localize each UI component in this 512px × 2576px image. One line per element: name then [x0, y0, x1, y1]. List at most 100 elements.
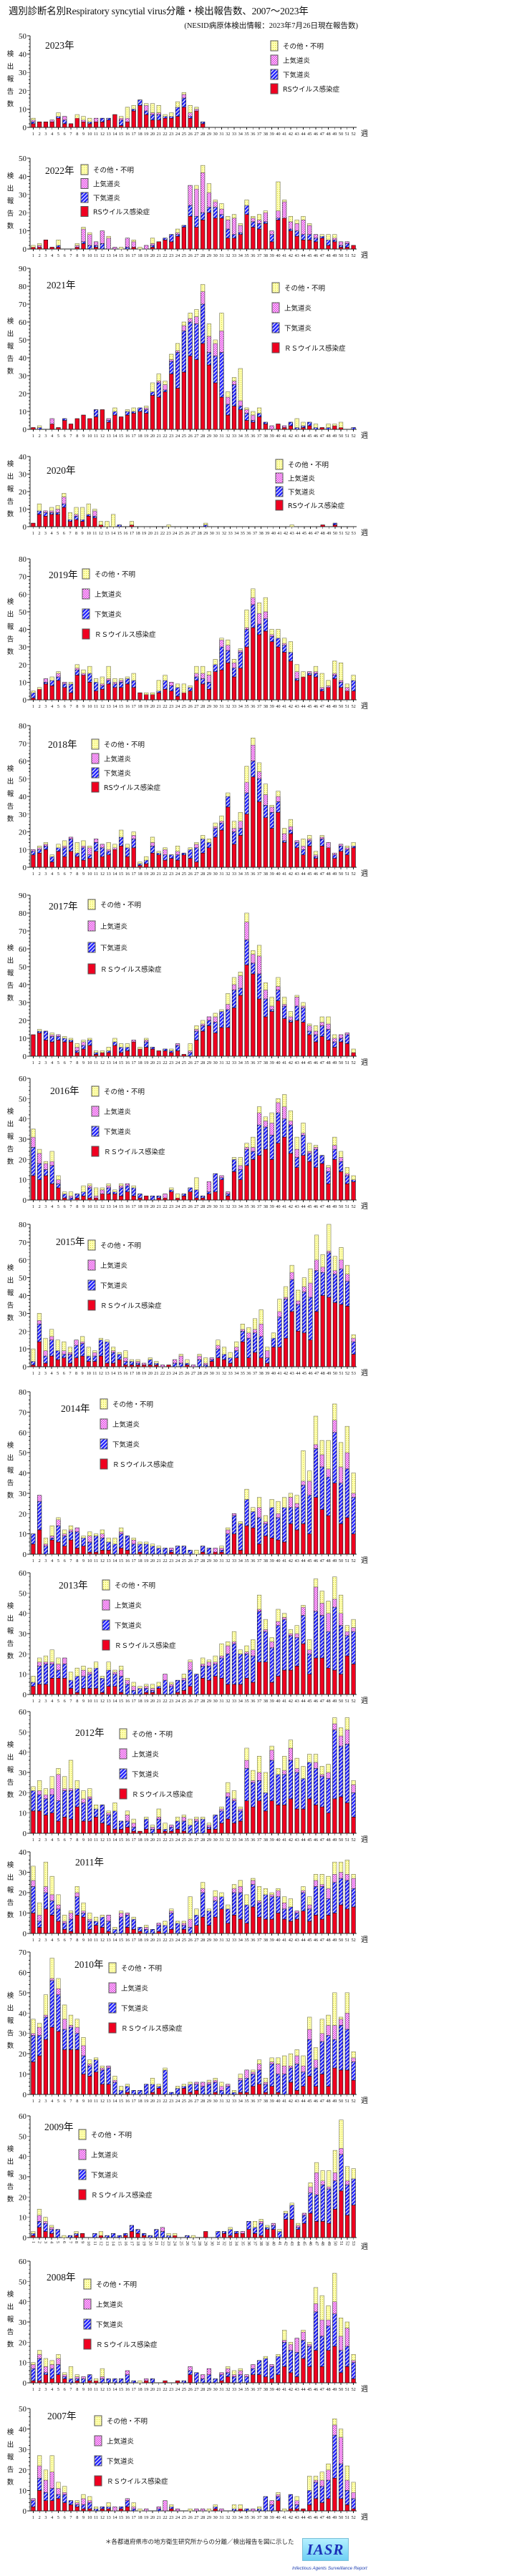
x-tick-label: 21 [157, 872, 161, 877]
bar-segment-rs [100, 1052, 105, 1057]
x-tick-label: 14 [111, 531, 116, 536]
bar-segment-upper [344, 847, 349, 850]
bar-segment-rs [156, 1829, 161, 1834]
bar-segment-lower [301, 425, 306, 428]
bar-segment-upper [188, 185, 193, 206]
bar-segment-upper [294, 2338, 299, 2353]
bar-segment-other [156, 104, 161, 113]
bar-segment-rs [49, 1678, 54, 1695]
x-tick-label: 22 [163, 1838, 167, 1843]
bar-segment-lower [301, 849, 306, 855]
bar-segment-rs [326, 1040, 331, 1057]
bar-segment-upper [345, 2180, 350, 2185]
x-tick-label: 8 [76, 1060, 78, 1065]
bar-segment-upper [288, 826, 294, 831]
x-tick-label: 29 [207, 1060, 211, 1065]
bar-segment-other [244, 610, 249, 628]
y-tick-label: 40 [19, 2009, 27, 2018]
bar-segment-upper [156, 112, 161, 115]
x-axis-label: 週 [361, 130, 368, 138]
x-tick-label: 26 [188, 704, 192, 709]
x-tick-label: 33 [232, 2387, 236, 2392]
x-tick-label: 16 [125, 1204, 130, 1209]
bar-segment-upper [288, 1747, 294, 1761]
legend-label-upper: 上気道炎 [132, 1750, 160, 1759]
bar-segment-upper [175, 232, 180, 235]
bar-segment-other [301, 1277, 306, 1287]
bar-segment-other [277, 2229, 282, 2232]
bar-segment-rs [31, 123, 36, 128]
bar-segment-lower [49, 1036, 54, 1043]
x-tick-label: 50 [339, 253, 343, 258]
y-tick-label: 30 [19, 1769, 27, 1777]
bar-segment-rs [251, 1682, 256, 1695]
bar-segment-lower [344, 1744, 349, 1803]
x-tick-label: 45 [307, 1938, 311, 1943]
bar-segment-upper [49, 1536, 54, 1538]
bar-segment-lower [213, 1173, 218, 1192]
bar-segment-other [68, 1911, 74, 1913]
bar-segment-lower [288, 1507, 294, 1524]
bar-segment-lower [351, 2362, 356, 2379]
bar-segment-rs [251, 1159, 256, 1201]
bar-segment-lower [68, 2379, 74, 2384]
bar-segment-other [194, 107, 199, 109]
x-tick-label: 29 [207, 1838, 211, 1843]
bar-segment-rs [31, 1365, 36, 1367]
bar-segment-lower [269, 2366, 274, 2379]
bar-segment-lower [294, 230, 299, 237]
bar-segment-lower [93, 245, 99, 248]
bar-segment-lower [345, 2185, 350, 2216]
bar-segment-other [313, 424, 319, 428]
x-tick-label: 6 [64, 2387, 66, 2392]
x-tick-label: 23 [169, 704, 173, 709]
bar-segment-upper [231, 2374, 237, 2377]
bar-segment-lower [169, 1050, 174, 1053]
bar-segment-other [301, 1450, 306, 1482]
bar-segment-other [188, 1896, 193, 1920]
bar-segment-lower [269, 2064, 274, 2087]
x-tick-label: 26 [188, 1699, 192, 1704]
bar-segment-other [263, 2356, 268, 2359]
y-tick-label: 70 [19, 1408, 27, 1417]
x-tick-label: 17 [132, 1838, 136, 1843]
y-tick-label: 30 [19, 1630, 27, 1639]
bar-segment-lower [216, 2231, 221, 2238]
bar-segment-upper [131, 835, 136, 839]
bar-segment-other [289, 1264, 294, 1273]
bar-segment-rs [301, 427, 306, 430]
legend-swatch-upper [78, 2149, 87, 2160]
x-tick-label: 36 [251, 872, 255, 877]
bar-segment-lower [100, 2379, 105, 2384]
chart-title: 2009年 [44, 2122, 74, 2132]
bar-segment-rs [93, 1817, 99, 1834]
x-tick-label: 5 [55, 2241, 60, 2243]
bar-segment-lower [327, 2188, 332, 2224]
bar-segment-lower [194, 847, 199, 862]
x-tick-label: 37 [257, 2099, 261, 2104]
bar-segment-lower [332, 2039, 337, 2069]
bar-segment-other [156, 851, 161, 854]
x-tick-label: 27 [194, 253, 198, 258]
bar-segment-rs [332, 1047, 337, 1057]
bar-segment-lower [74, 2233, 79, 2236]
legend-label-other: その他・不明 [115, 1581, 155, 1590]
bar-segment-lower [131, 1690, 136, 1695]
bar-segment-upper [219, 821, 224, 824]
bar-segment-lower [142, 2233, 147, 2236]
y-tick-label: 80 [19, 1388, 27, 1397]
bar-segment-lower [313, 427, 319, 430]
bar-segment-rs [213, 836, 218, 868]
bar-segment-lower [119, 836, 124, 847]
bar-segment-upper [251, 1649, 256, 1657]
bar-segment-lower [68, 1531, 74, 1541]
bar-segment-other [169, 1682, 174, 1685]
bar-segment-rs [106, 1825, 111, 1834]
bar-segment-other [206, 1823, 212, 1825]
bar-segment-upper [282, 1902, 287, 1910]
bar-segment-upper [56, 1519, 61, 1526]
bar-segment-other [131, 831, 136, 836]
bar-segment-lower [216, 1348, 221, 1358]
bar-segment-lower [244, 413, 249, 421]
bar-segment-lower [117, 525, 122, 527]
